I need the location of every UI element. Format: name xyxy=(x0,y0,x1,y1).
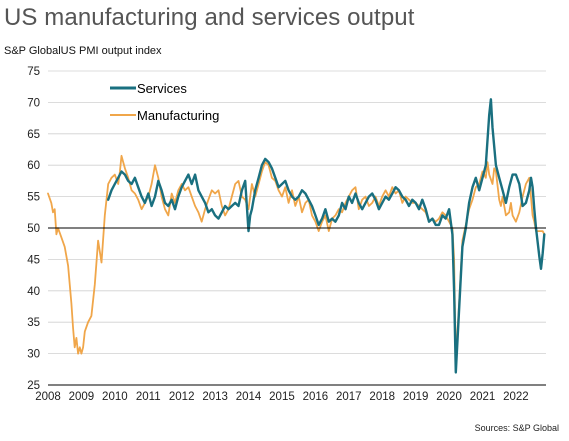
x-tick-2009: 2009 xyxy=(69,391,95,403)
y-axis-label: S&P GlobalUS PMI output index xyxy=(4,45,162,57)
series-line-manufacturing xyxy=(47,154,546,361)
x-tick-2022: 2022 xyxy=(503,391,529,403)
y-tick-45: 45 xyxy=(27,254,40,266)
legend-label-manufacturing: Manufacturing xyxy=(137,108,219,123)
x-tick-2017: 2017 xyxy=(336,391,362,403)
y-tick-40: 40 xyxy=(27,286,40,298)
y-tick-60: 60 xyxy=(27,160,40,172)
x-tick-2018: 2018 xyxy=(369,391,395,403)
y-tick-35: 35 xyxy=(27,317,40,329)
legend-label-services: Services xyxy=(137,81,187,96)
x-tick-2014: 2014 xyxy=(236,391,262,403)
x-tick-2013: 2013 xyxy=(202,391,228,403)
x-tick-2019: 2019 xyxy=(403,391,429,403)
y-tick-labels: 25 30 35 40 45 50 55 60 65 70 75 xyxy=(27,66,40,392)
x-tick-2008: 2008 xyxy=(35,391,61,403)
y-tick-25: 25 xyxy=(27,380,40,392)
x-tick-2012: 2012 xyxy=(169,391,195,403)
x-tick-2016: 2016 xyxy=(303,391,329,403)
series-lines xyxy=(47,98,546,386)
y-tick-70: 70 xyxy=(27,97,40,109)
x-tick-2011: 2011 xyxy=(136,391,161,403)
y-tick-55: 55 xyxy=(27,192,40,204)
x-tick-2015: 2015 xyxy=(269,391,295,403)
y-tick-30: 30 xyxy=(27,349,40,361)
x-tick-2021: 2021 xyxy=(470,391,496,403)
series-line-services xyxy=(107,98,546,374)
source-note: Sources: S&P Global xyxy=(474,423,559,433)
y-tick-75: 75 xyxy=(27,66,40,78)
y-tick-65: 65 xyxy=(27,129,40,141)
x-tick-2010: 2010 xyxy=(102,391,128,403)
page-title: US manufacturing and services output xyxy=(4,4,415,31)
x-tick-2020: 2020 xyxy=(436,391,462,403)
y-tick-50: 50 xyxy=(27,223,40,235)
legend: Services Manufacturing xyxy=(110,81,219,123)
x-tick-labels: 2008 2009 2010 2011 2012 2013 2014 2015 2016 2017… xyxy=(35,391,529,403)
